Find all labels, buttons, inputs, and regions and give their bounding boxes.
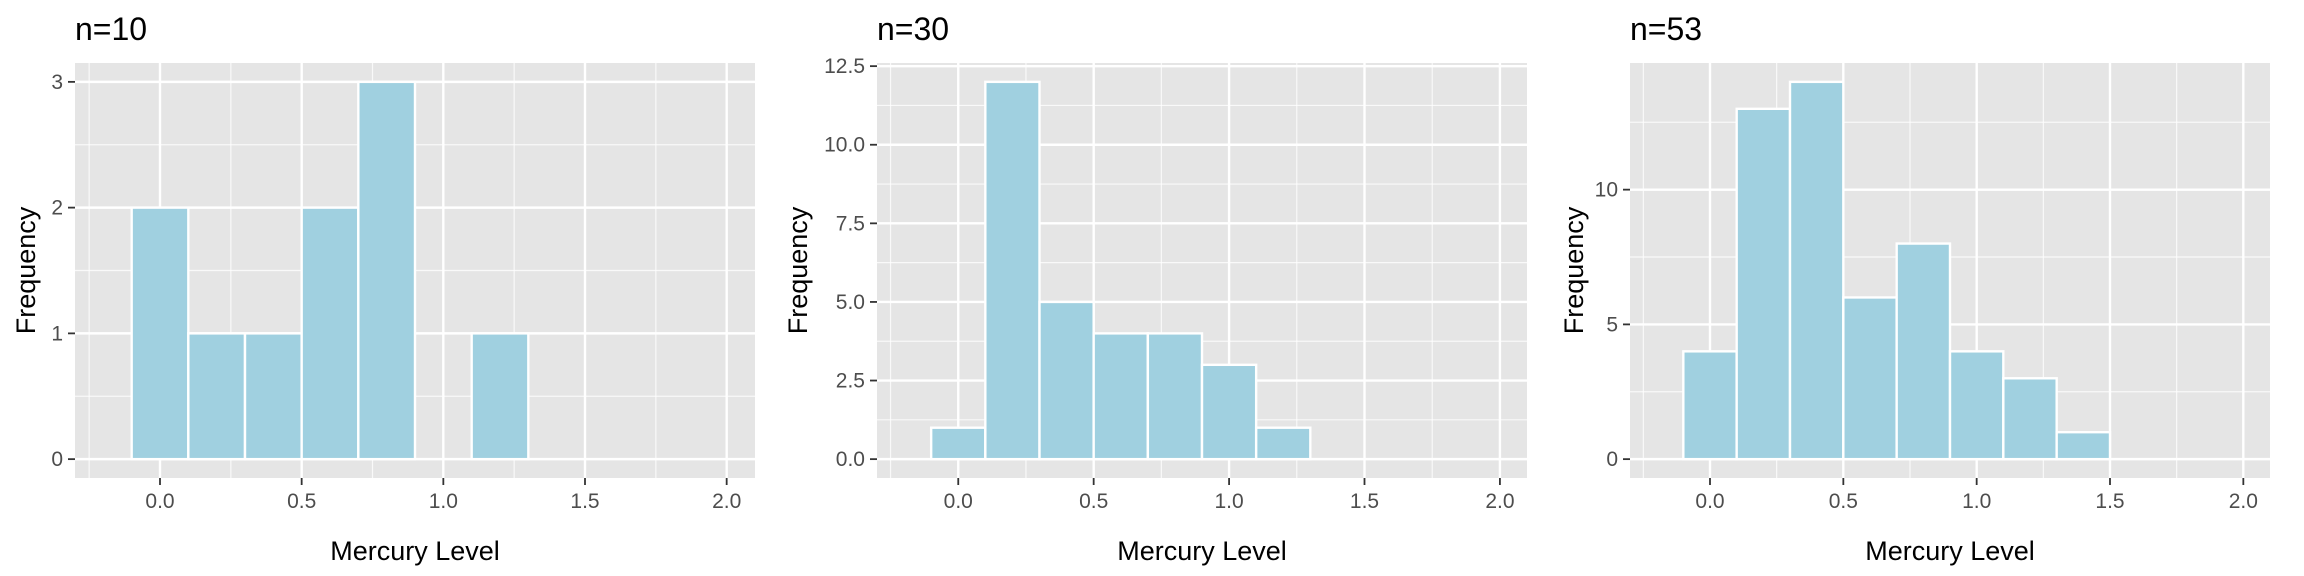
x-tick-label: 0.5 <box>1079 490 1108 513</box>
y-axis-ticks: 0 1 2 3 <box>51 71 75 471</box>
histogram-bar <box>2002 377 2058 461</box>
x-tick-label: 0.5 <box>1829 490 1858 513</box>
panel-title: n=53 <box>1630 11 1702 47</box>
histogram-bar <box>1254 426 1312 461</box>
x-tick-label: 2.0 <box>712 490 741 513</box>
histogram-bar <box>470 332 530 461</box>
y-tick-label: 1 <box>51 322 63 345</box>
y-tick-label: 7.5 <box>836 212 865 235</box>
x-tick-label: 0.5 <box>287 490 316 513</box>
histogram-bar <box>1842 296 1898 461</box>
x-axis-label: Mercury Level <box>1117 536 1287 566</box>
histogram-bar <box>1200 363 1258 461</box>
x-tick-label: 1.0 <box>1214 490 1243 513</box>
histogram-bar <box>1146 332 1204 461</box>
histogram-bar <box>984 80 1041 461</box>
histogram-bar <box>2055 430 2112 461</box>
y-tick-label: 10 <box>1595 179 1618 202</box>
histogram-bar <box>1038 300 1095 461</box>
y-tick-label: 5 <box>1606 313 1618 336</box>
histogram-bar <box>300 206 360 461</box>
x-axis-ticks: 0.0 0.5 1.0 1.5 2.0 <box>1695 478 2258 513</box>
x-tick-label: 2.0 <box>2229 490 2258 513</box>
y-tick-label: 2 <box>51 197 63 220</box>
y-tick-label: 2.5 <box>836 370 865 393</box>
x-axis-ticks: 0.0 0.5 1.0 1.5 2.0 <box>944 478 1515 513</box>
histogram-bar <box>1092 332 1150 461</box>
histogram-bar <box>1788 80 1845 461</box>
histogram-bar <box>1895 242 1952 461</box>
x-axis-label: Mercury Level <box>330 536 500 566</box>
x-tick-label: 1.5 <box>2095 490 2124 513</box>
panel-title: n=30 <box>877 11 949 47</box>
histogram-panel-n30: n=30 0.0 0.5 1.0 1.5 2.0 0.0 2.5 5.0 7.5 10.0 12.… <box>783 11 1527 566</box>
y-axis-label: Frequency <box>11 206 41 334</box>
histogram-bar <box>130 206 190 461</box>
x-tick-label: 0.0 <box>944 490 973 513</box>
y-tick-label: 3 <box>51 71 63 94</box>
bars <box>1682 80 2112 461</box>
histogram-bar <box>357 80 417 461</box>
x-tick-label: 1.5 <box>570 490 599 513</box>
panel-title: n=10 <box>75 11 147 47</box>
y-tick-label: 0.0 <box>836 448 865 471</box>
histogram-bar <box>929 426 987 461</box>
y-tick-label: 10.0 <box>824 134 865 157</box>
histogram-bar <box>1948 350 2005 461</box>
x-tick-label: 0.0 <box>145 490 174 513</box>
bars <box>929 80 1312 461</box>
y-axis-ticks: 0.0 2.5 5.0 7.5 10.0 12.5 <box>824 55 877 471</box>
histogram-bar <box>187 332 247 461</box>
bars <box>130 80 530 461</box>
x-axis-label: Mercury Level <box>1865 536 2035 566</box>
histogram-bar <box>243 332 303 461</box>
x-axis-ticks: 0.0 0.5 1.0 1.5 2.0 <box>145 478 741 513</box>
y-tick-label: 12.5 <box>824 55 865 78</box>
y-axis-label: Frequency <box>783 206 813 334</box>
y-tick-label: 0 <box>1606 448 1618 471</box>
y-axis-ticks: 0 5 10 <box>1595 179 1630 471</box>
x-tick-label: 2.0 <box>1485 490 1514 513</box>
y-tick-label: 0 <box>51 448 63 471</box>
y-axis-label: Frequency <box>1559 206 1589 334</box>
histogram-bar <box>1735 107 1792 461</box>
y-tick-label: 5.0 <box>836 291 865 314</box>
x-tick-label: 1.5 <box>1350 490 1379 513</box>
x-tick-label: 1.0 <box>1962 490 1991 513</box>
x-tick-label: 1.0 <box>429 490 458 513</box>
histogram-bar <box>1682 350 1738 461</box>
x-tick-label: 0.0 <box>1695 490 1724 513</box>
